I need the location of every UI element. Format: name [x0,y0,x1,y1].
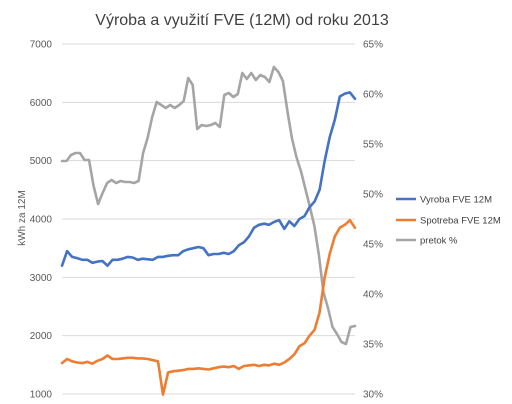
series-line-1 [60,91,357,268]
legend: Vyroba FVE 12M Spotreba FVE 12M pretok % [396,195,501,247]
right-tick-label: 55% [363,140,383,151]
legend-label: Vyroba FVE 12M [420,195,492,206]
left-tick-label: 1000 [30,390,53,401]
left-tick-label: 6000 [30,98,53,109]
left-tick-label: 5000 [30,156,53,167]
right-tick-label: 35% [363,340,383,351]
left-tick-label: 4000 [30,215,53,226]
chart-title: Výroba a využití FVE (12M) od roku 2013 [95,12,389,29]
right-axis-ticks: 30% 35% 40% 45% 50% 55% 60% 65% [363,40,383,401]
left-tick-label: 7000 [30,40,53,51]
series-line-2 [60,218,357,396]
series-lines [60,65,357,396]
right-tick-label: 40% [363,290,383,301]
right-tick-label: 30% [363,390,383,401]
left-axis-ticks: 1000 2000 3000 4000 5000 6000 7000 [30,40,53,401]
series-line-3 [60,65,357,346]
legend-label: Spotreba FVE 12M [420,216,501,227]
left-tick-label: 3000 [30,273,53,284]
gridlines [62,43,355,395]
left-tick-label: 2000 [30,331,53,342]
right-tick-label: 45% [363,240,383,251]
right-tick-label: 60% [363,90,383,101]
right-tick-label: 50% [363,190,383,201]
legend-label: pretok % [420,236,458,247]
y-axis-label: kWh za 12M [17,190,28,246]
right-tick-label: 65% [363,40,383,51]
